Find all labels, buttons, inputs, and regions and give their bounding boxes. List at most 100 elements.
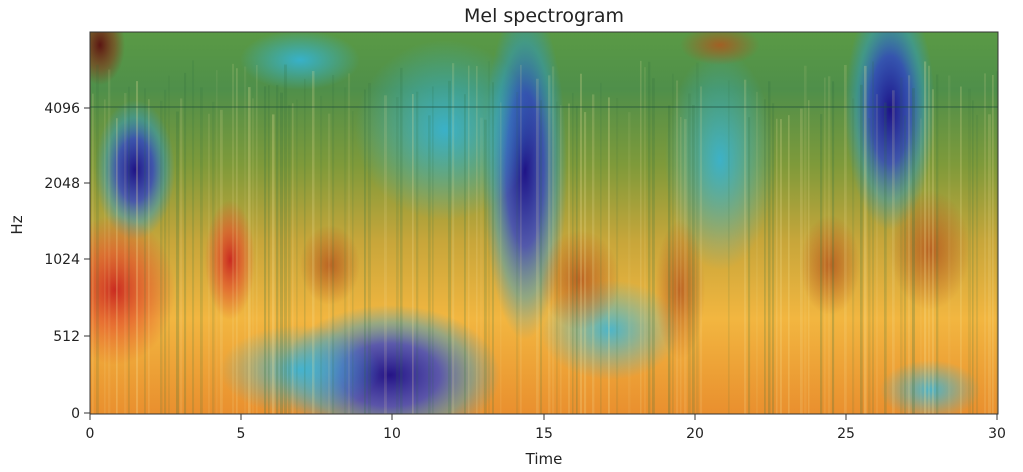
spectral-streak xyxy=(164,89,167,414)
spectral-streak xyxy=(104,99,106,414)
y-axis: 4096 2048 1024 512 0 Hz xyxy=(8,101,90,422)
spectral-streak xyxy=(628,112,631,414)
spectral-streak xyxy=(288,105,291,414)
spectral-streak xyxy=(584,112,587,414)
spectral-streak xyxy=(296,99,298,414)
spectral-streak xyxy=(616,98,619,414)
spectral-streak xyxy=(480,117,483,414)
spectral-streak xyxy=(268,85,270,414)
spectral-streak xyxy=(676,80,679,414)
spectral-streak xyxy=(264,86,267,414)
spectral-streak xyxy=(520,64,522,414)
x-axis-label: Time xyxy=(525,450,563,468)
spectral-streak xyxy=(936,74,939,414)
spectral-streak xyxy=(684,119,687,414)
spectral-streak xyxy=(128,86,130,414)
spectral-streak xyxy=(652,78,655,414)
spectral-streak xyxy=(860,84,863,414)
spectral-streak xyxy=(972,100,974,414)
spectral-streak xyxy=(476,65,478,414)
spectral-streak xyxy=(668,105,671,414)
spectral-streak xyxy=(248,87,251,414)
spectral-streak xyxy=(808,100,810,414)
spectral-streak xyxy=(672,73,674,414)
spectral-streak xyxy=(256,64,258,414)
harmonic-band xyxy=(90,106,998,108)
spectral-streak xyxy=(872,61,875,414)
spectral-streak xyxy=(788,115,790,414)
spectral-streak xyxy=(468,65,470,414)
spectral-streak xyxy=(648,61,651,414)
spectral-streak xyxy=(592,94,595,414)
spectral-streak xyxy=(928,65,930,414)
spectral-streak xyxy=(988,114,991,414)
y-axis-label: Hz xyxy=(8,215,26,234)
spectral-streak xyxy=(344,87,347,414)
spectral-streak xyxy=(984,73,987,414)
spectral-streak xyxy=(576,105,578,414)
spectral-streak xyxy=(232,63,235,414)
spectral-streak xyxy=(416,91,419,414)
x-tick-label: 5 xyxy=(237,426,246,442)
spectral-streak xyxy=(236,68,238,414)
spectral-streak xyxy=(568,103,570,414)
spectral-streak xyxy=(160,100,163,414)
x-axis: 0 5 10 15 20 25 30 Time xyxy=(86,414,1006,468)
spectral-streak xyxy=(148,99,150,414)
spectral-streak xyxy=(844,64,847,414)
spectral-streak xyxy=(800,108,803,414)
spectral-streak xyxy=(680,116,682,414)
spectral-streak xyxy=(144,88,146,414)
spectral-streak xyxy=(384,95,387,414)
spectral-streak xyxy=(748,117,751,414)
spectral-streak xyxy=(828,76,831,414)
spectral-streak xyxy=(348,73,351,414)
spectral-streak xyxy=(580,73,582,414)
spectral-streak xyxy=(500,102,502,414)
spectral-streak xyxy=(124,93,127,414)
spectral-streak xyxy=(776,118,778,414)
spectral-streak xyxy=(924,61,927,414)
spectral-streak xyxy=(540,100,543,414)
spectral-streak xyxy=(996,71,998,414)
spectral-streak xyxy=(448,80,451,414)
spectral-streak xyxy=(548,75,551,414)
spectral-streak xyxy=(212,101,215,414)
spectral-streak xyxy=(304,78,306,414)
spectral-streak xyxy=(572,92,574,414)
spectral-streak xyxy=(276,84,279,414)
spectral-streak xyxy=(292,103,294,414)
spectral-streak xyxy=(756,91,758,414)
spectral-streak xyxy=(312,71,315,414)
spectral-streak xyxy=(780,119,782,414)
spectral-streak xyxy=(180,98,183,414)
spectral-streak xyxy=(868,118,871,414)
spectral-streak xyxy=(332,75,335,414)
spectral-streak xyxy=(320,95,323,414)
spectral-streak xyxy=(960,86,962,414)
spectral-streak xyxy=(700,86,703,414)
spectral-streak xyxy=(220,109,223,414)
spectral-streak xyxy=(696,62,699,414)
spectral-streak xyxy=(492,82,494,414)
spectral-streak xyxy=(560,105,562,414)
spectral-streak xyxy=(452,63,455,414)
spectral-streak xyxy=(200,87,203,414)
x-tick-label: 30 xyxy=(988,426,1006,442)
spectral-streak xyxy=(688,93,691,414)
spectral-streak xyxy=(864,65,867,414)
spectral-streak xyxy=(396,97,399,414)
spectral-streak xyxy=(272,114,275,414)
chart-title: Mel spectrogram xyxy=(464,5,624,27)
spectral-streak xyxy=(892,90,895,414)
spectral-streak xyxy=(852,98,855,414)
spectral-streak xyxy=(352,111,354,414)
spectral-streak xyxy=(820,114,823,414)
x-tick-label: 25 xyxy=(837,426,855,442)
spectral-streak xyxy=(552,66,555,414)
spectral-streak xyxy=(192,60,195,414)
spectral-streak xyxy=(976,114,979,414)
spectral-streak xyxy=(136,81,139,414)
y-tick-label: 4096 xyxy=(44,101,80,117)
